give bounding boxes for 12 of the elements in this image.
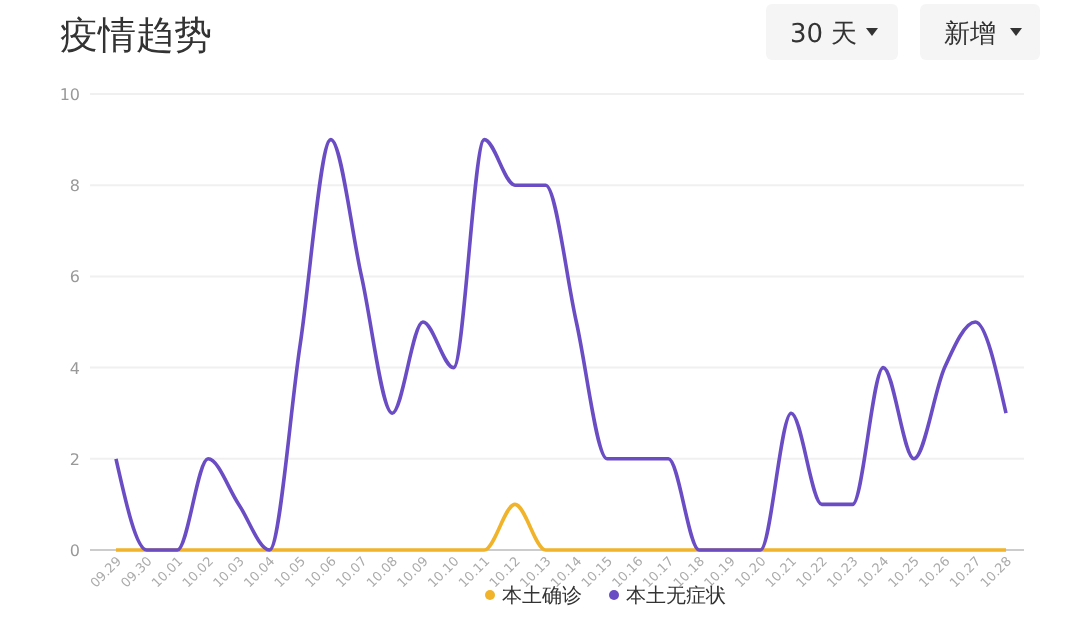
text: 30 天	[790, 20, 858, 50]
legend-label: 本土无症状	[626, 584, 726, 608]
y-tick-label: 8	[69, 177, 80, 196]
text: 新增	[944, 20, 996, 50]
chart-title: 疫情趋势	[60, 14, 212, 58]
y-tick-label: 2	[69, 450, 80, 469]
legend-label: 本土确诊	[502, 584, 582, 608]
y-tick-label: 4	[69, 359, 80, 378]
y-tick-label: 10	[59, 86, 80, 104]
y-tick-label: 0	[69, 542, 80, 560]
line-series	[114, 137, 1008, 552]
y-tick-label: 6	[69, 268, 80, 287]
